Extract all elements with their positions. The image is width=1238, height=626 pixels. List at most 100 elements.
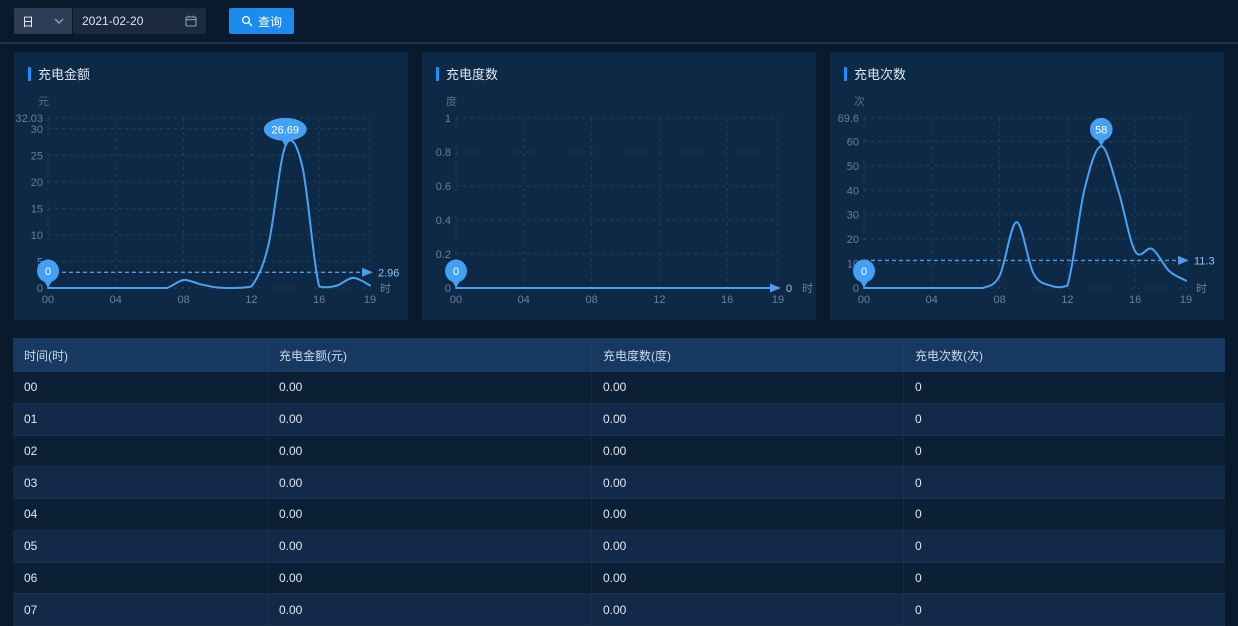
svg-text:1: 1 (445, 113, 451, 125)
svg-text:0.4: 0.4 (436, 215, 451, 227)
svg-text:20: 20 (31, 177, 43, 189)
svg-text:0.6: 0.6 (436, 181, 451, 193)
cell-energy: 0.00 (592, 594, 904, 625)
date-input[interactable]: 2021-02-20 (73, 8, 206, 34)
cell-energy: 0.00 (592, 467, 904, 498)
svg-text:30: 30 (31, 124, 43, 136)
svg-text:16: 16 (313, 294, 325, 306)
search-button[interactable]: 查询 (229, 8, 295, 34)
svg-text:次: 次 (854, 94, 865, 108)
svg-text:12: 12 (653, 294, 665, 306)
table-row: 06 0.00 0.00 0 (13, 562, 1225, 595)
col-header-energy: 充电度数(度) (592, 338, 904, 372)
cell-hour: 05 (13, 530, 268, 562)
col-header-amount: 充电金额(元) (268, 338, 592, 372)
svg-text:00: 00 (858, 294, 870, 306)
svg-text:元: 元 (38, 96, 49, 108)
chart-panel-amount: 充电金额 0 5 10 15 20 25 30 32.03 00 04 08 12 16 19 元 2.96 时… (14, 52, 408, 320)
cell-energy: 0.00 (592, 372, 904, 403)
cell-hour: 00 (13, 372, 268, 403)
svg-text:26.69: 26.69 (271, 124, 299, 136)
col-header-count: 充电次数(次) (915, 348, 983, 363)
cell-energy: 0.00 (592, 403, 904, 435)
period-select-value: 日 (22, 14, 35, 29)
cell-hour: 03 (13, 467, 268, 498)
cell-hour: 02 (13, 435, 268, 467)
table-row: 00 0.00 0.00 0 (13, 372, 1225, 404)
table-body: 00 0.00 0.00 0 01 0.00 0.00 0 02 0.00 0.00 0 03 0.00 0… (13, 372, 1225, 626)
cell-count: 0 (915, 539, 922, 554)
svg-text:16: 16 (721, 294, 733, 306)
cell-amount: 0.00 (268, 499, 592, 530)
cell-amount: 0.00 (268, 562, 592, 594)
svg-text:度: 度 (446, 94, 457, 108)
cell-amount: 0.00 (268, 372, 592, 403)
svg-text:58: 58 (1095, 124, 1107, 136)
svg-text:0: 0 (445, 283, 451, 295)
cell-count: 0 (915, 475, 922, 490)
cell-energy: 0.00 (592, 435, 904, 467)
table-row: 04 0.00 0.00 0 (13, 499, 1225, 531)
table-row: 02 0.00 0.00 0 (13, 435, 1225, 468)
cell-count: 0 (915, 443, 922, 458)
title-accent-bar (844, 66, 847, 81)
svg-text:60: 60 (847, 136, 859, 148)
cell-amount: 0.00 (268, 403, 592, 435)
cell-amount: 0.00 (268, 435, 592, 467)
svg-text:19: 19 (772, 294, 784, 306)
search-icon (241, 15, 253, 27)
svg-text:19: 19 (364, 294, 376, 306)
svg-text:0: 0 (37, 283, 43, 295)
cell-amount: 0.00 (268, 594, 592, 625)
calendar-icon[interactable] (185, 15, 197, 27)
svg-text:16: 16 (1129, 294, 1141, 306)
svg-text:0.2: 0.2 (436, 249, 451, 261)
svg-text:0: 0 (786, 283, 792, 295)
svg-text:12: 12 (245, 294, 257, 306)
svg-text:08: 08 (177, 294, 189, 306)
date-input-value: 2021-02-20 (82, 14, 144, 28)
svg-text:32.03: 32.03 (15, 113, 43, 125)
table-row: 07 0.00 0.00 0 (13, 594, 1225, 626)
table-row: 01 0.00 0.00 0 (13, 403, 1225, 436)
query-toolbar: 日 2021-02-20 查询 (0, 0, 1238, 44)
svg-text:时: 时 (802, 282, 813, 295)
svg-text:12: 12 (1061, 294, 1073, 306)
svg-text:08: 08 (993, 294, 1005, 306)
svg-text:11.3: 11.3 (1194, 255, 1215, 267)
svg-text:30: 30 (847, 210, 859, 222)
title-accent-bar (28, 66, 31, 81)
cell-count: 0 (915, 380, 922, 395)
svg-text:20: 20 (847, 234, 859, 246)
chart-title-amount: 充电金额 (38, 67, 91, 82)
cell-hour: 04 (13, 499, 268, 530)
cell-count: 0 (915, 412, 922, 427)
svg-text:2.96: 2.96 (378, 267, 399, 279)
search-button-label: 查询 (258, 14, 283, 29)
svg-text:0: 0 (45, 266, 51, 278)
svg-text:0: 0 (853, 283, 859, 295)
svg-text:00: 00 (42, 294, 54, 306)
cell-hour: 01 (13, 403, 268, 435)
chart-panel-energy: 充电度数 0 0.2 0.4 0.6 0.8 1 00 04 08 12 16 19 度 0 时 0 (422, 52, 816, 320)
svg-text:0.8: 0.8 (436, 147, 451, 159)
period-select[interactable]: 日 (14, 8, 72, 34)
cell-energy: 0.00 (592, 562, 904, 594)
svg-text:69.6: 69.6 (838, 113, 859, 125)
svg-text:19: 19 (1180, 294, 1192, 306)
svg-text:50: 50 (847, 161, 859, 173)
svg-text:08: 08 (585, 294, 597, 306)
cell-energy: 0.00 (592, 530, 904, 562)
svg-text:0: 0 (861, 266, 867, 278)
svg-text:04: 04 (518, 294, 530, 306)
svg-text:25: 25 (31, 150, 43, 162)
svg-text:40: 40 (847, 185, 859, 197)
cell-count: 0 (915, 570, 922, 585)
hourly-stats-table: 时间(时) 充电金额(元) 充电度数(度) 充电次数(次) 00 0.00 0.00… (13, 338, 1225, 626)
cell-count: 0 (915, 507, 922, 522)
svg-text:时: 时 (1196, 282, 1207, 295)
svg-text:15: 15 (31, 203, 43, 215)
